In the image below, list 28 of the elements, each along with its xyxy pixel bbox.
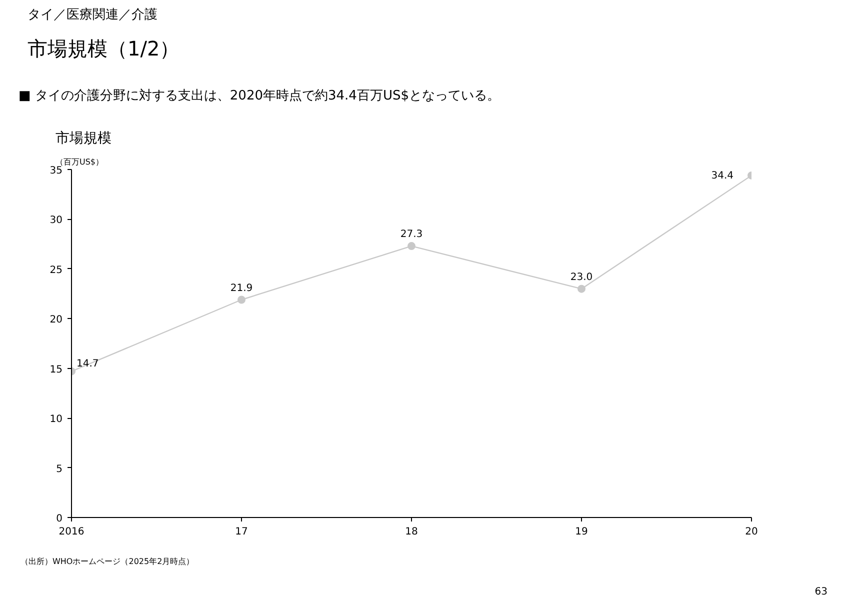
text: （出所）WHOホームページ（2025年2月時点） (20, 557, 194, 566)
text: 63 (814, 586, 828, 595)
y-tick-label: 20 (50, 314, 63, 326)
point (578, 284, 586, 293)
y-tick-label: 30 (50, 215, 63, 226)
chart-title: 市場規模（1/2） (28, 36, 180, 60)
x-tick-label: 2016 (58, 526, 84, 538)
chart-subtitle: ■ タイの介護分野に対する支出は、2020年時点で約34.4百万US$となっている。 (18, 88, 500, 104)
point (238, 296, 246, 304)
data-label: 27.3 (400, 229, 423, 240)
y-tick-label: 0 (56, 514, 63, 524)
y-axis-title: （百万US$） (56, 158, 104, 166)
data-label: 14.7 (76, 358, 99, 370)
text: 市場規模 (56, 130, 112, 146)
data-label: 21.9 (230, 282, 253, 294)
point (408, 242, 416, 250)
x-tick-label: 17 (235, 526, 248, 538)
y-tick-label: 25 (50, 264, 63, 276)
y-tick-label: 10 (50, 414, 63, 426)
data-label: 23.0 (570, 272, 593, 283)
data-label: 34.4 (711, 170, 734, 182)
x-tick-label: 20 (745, 526, 758, 538)
x-tick-label: 19 (575, 526, 588, 538)
x-tick-label: 18 (405, 526, 418, 538)
y-tick-label: 15 (50, 364, 63, 376)
y-tick-label: 35 (50, 166, 63, 176)
y-tick-label: 5 (56, 464, 63, 475)
text: タイ／医療関連／介護 (28, 8, 158, 22)
